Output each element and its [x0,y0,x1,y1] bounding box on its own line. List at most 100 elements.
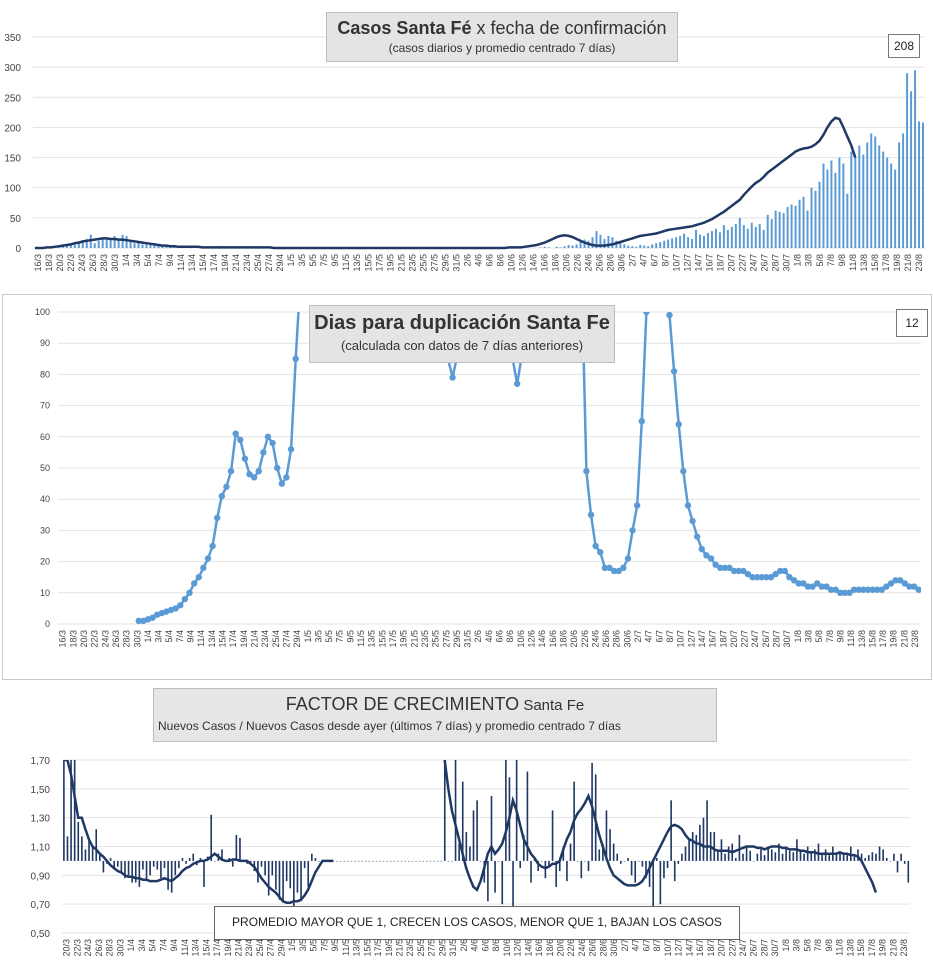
x-tick-label: 2/7 [620,939,630,952]
bar [393,860,396,862]
x-tick-label: 28/7 [772,630,782,648]
data-point [684,502,692,509]
bar [702,235,705,248]
bar [523,834,525,861]
bar [101,238,104,248]
bar [178,860,180,869]
x-tick-label: 3/5 [297,254,307,267]
x-tick-label: 10/6 [506,254,516,272]
x-tick-label: 17/8 [867,939,877,957]
data-point [610,567,618,575]
bar [752,860,755,862]
bar [798,199,801,248]
bar [821,853,823,861]
x-tick-label: 4/7 [639,254,649,267]
x-tick-label: 16/6 [548,630,558,648]
data-point [790,577,798,584]
bar [278,860,281,900]
data-point [269,439,276,447]
data-point [292,355,299,362]
duplicacion-badge: 12 [896,309,928,337]
bar [443,760,446,861]
x-tick-label: 18/6 [550,254,560,272]
x-tick-label: 21/8 [903,254,913,272]
x-tick-label: 4/6 [484,630,494,643]
x-tick-label: 20/6 [569,630,579,648]
bar [806,846,809,861]
bar [810,187,813,248]
x-tick-label: 8/7 [661,254,671,267]
bar [679,235,682,248]
data-point [698,545,705,553]
bar [472,810,475,861]
x-tick-label: 22/7 [727,939,737,957]
x-tick-label: 12/6 [513,939,523,957]
bar [91,846,94,861]
bar [790,204,793,248]
bar [569,843,572,861]
x-tick-label: 15/4 [201,939,211,957]
x-tick-label: 6/6 [495,630,505,643]
data-point [214,514,221,522]
bar [487,860,489,902]
bar [760,849,762,861]
bar [706,800,708,861]
x-tick-label: 28/6 [606,254,616,272]
bar [867,855,870,861]
x-tick-label: 18/3 [68,630,78,648]
x-tick-label: 9/8 [824,939,834,952]
bar [141,244,144,248]
x-tick-label: 2/6 [462,254,472,267]
y-tick-label: 50 [10,214,22,225]
bar [817,843,820,861]
bar [781,853,784,861]
x-tick-label: 26/6 [601,630,611,648]
x-tick-label: 11/4 [180,939,190,956]
bar [375,860,378,862]
bar [749,850,751,861]
x-tick-label: 7/8 [826,254,836,267]
bar [66,836,69,861]
bar [864,858,866,861]
bar [922,122,925,248]
bar [307,860,310,887]
duplicacion-title: Dias para duplicación Santa Fe [314,312,610,334]
data-point [583,467,590,475]
x-tick-label: 3/4 [154,630,164,643]
bar [69,244,72,248]
data-point [149,614,156,621]
bar [882,849,884,861]
x-tick-label: 30/7 [770,939,780,957]
data-point [204,555,212,562]
bar [289,860,292,889]
bar [814,849,816,861]
data-point [827,586,835,593]
x-tick-label: 7/4 [175,630,185,643]
bar [673,860,676,882]
x-tick-label: 18/7 [716,254,726,272]
x-tick-label: 1/5 [286,254,296,267]
x-tick-label: 10/6 [502,939,512,957]
bar [714,228,717,248]
bar [418,860,421,862]
x-tick-label: 27/5 [427,939,437,957]
x-tick-label: 3/8 [804,254,814,267]
bar [235,834,238,861]
data-point [753,574,761,581]
data-point [680,467,687,475]
bar [655,858,658,861]
bar [598,849,601,861]
bar [361,860,363,862]
x-tick-label: 2/7 [628,254,638,267]
x-tick-label: 17/8 [878,630,888,648]
x-tick-label: 27/4 [266,939,276,957]
bar [814,190,817,248]
x-tick-label: 25/4 [253,254,263,272]
data-point [287,446,295,453]
data-point [767,574,775,581]
bar [469,846,471,861]
bar [558,860,561,872]
x-tick-label: 1/4 [126,939,136,952]
data-point [910,583,918,590]
x-tick-label: 25/5 [418,254,428,272]
